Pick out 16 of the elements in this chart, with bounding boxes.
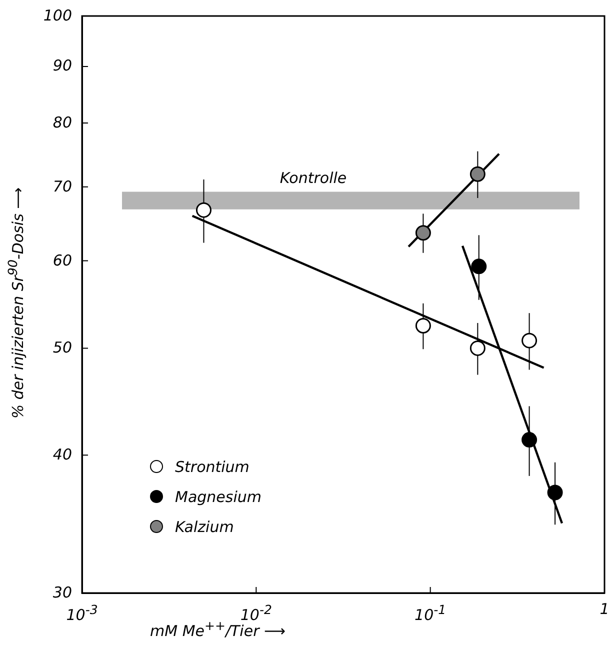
- y-tick-label: 30: [52, 584, 72, 602]
- x-tick-label: 10$^{-1}$: [414, 601, 446, 624]
- legend-label: Strontium: [175, 458, 250, 476]
- y-tick-label: 80: [52, 113, 72, 132]
- y-tick-label: 100: [43, 6, 72, 24]
- x-tick-label: 10$^{-2}$: [240, 601, 272, 624]
- y-tick-label: 90: [52, 56, 72, 75]
- legend-label: Kalzium: [175, 518, 234, 536]
- y-tick-label: 40: [52, 446, 72, 464]
- x-tick-label: 10$^{-3}$: [66, 601, 98, 624]
- y-tick-label: 50: [52, 338, 72, 357]
- x-tick-label: 1: [600, 600, 610, 618]
- y-tick-label: 60: [52, 251, 72, 270]
- y-tick-label: 70: [52, 177, 72, 196]
- legend-label: Magnesium: [175, 488, 262, 506]
- band-label: Kontrolle: [280, 169, 347, 188]
